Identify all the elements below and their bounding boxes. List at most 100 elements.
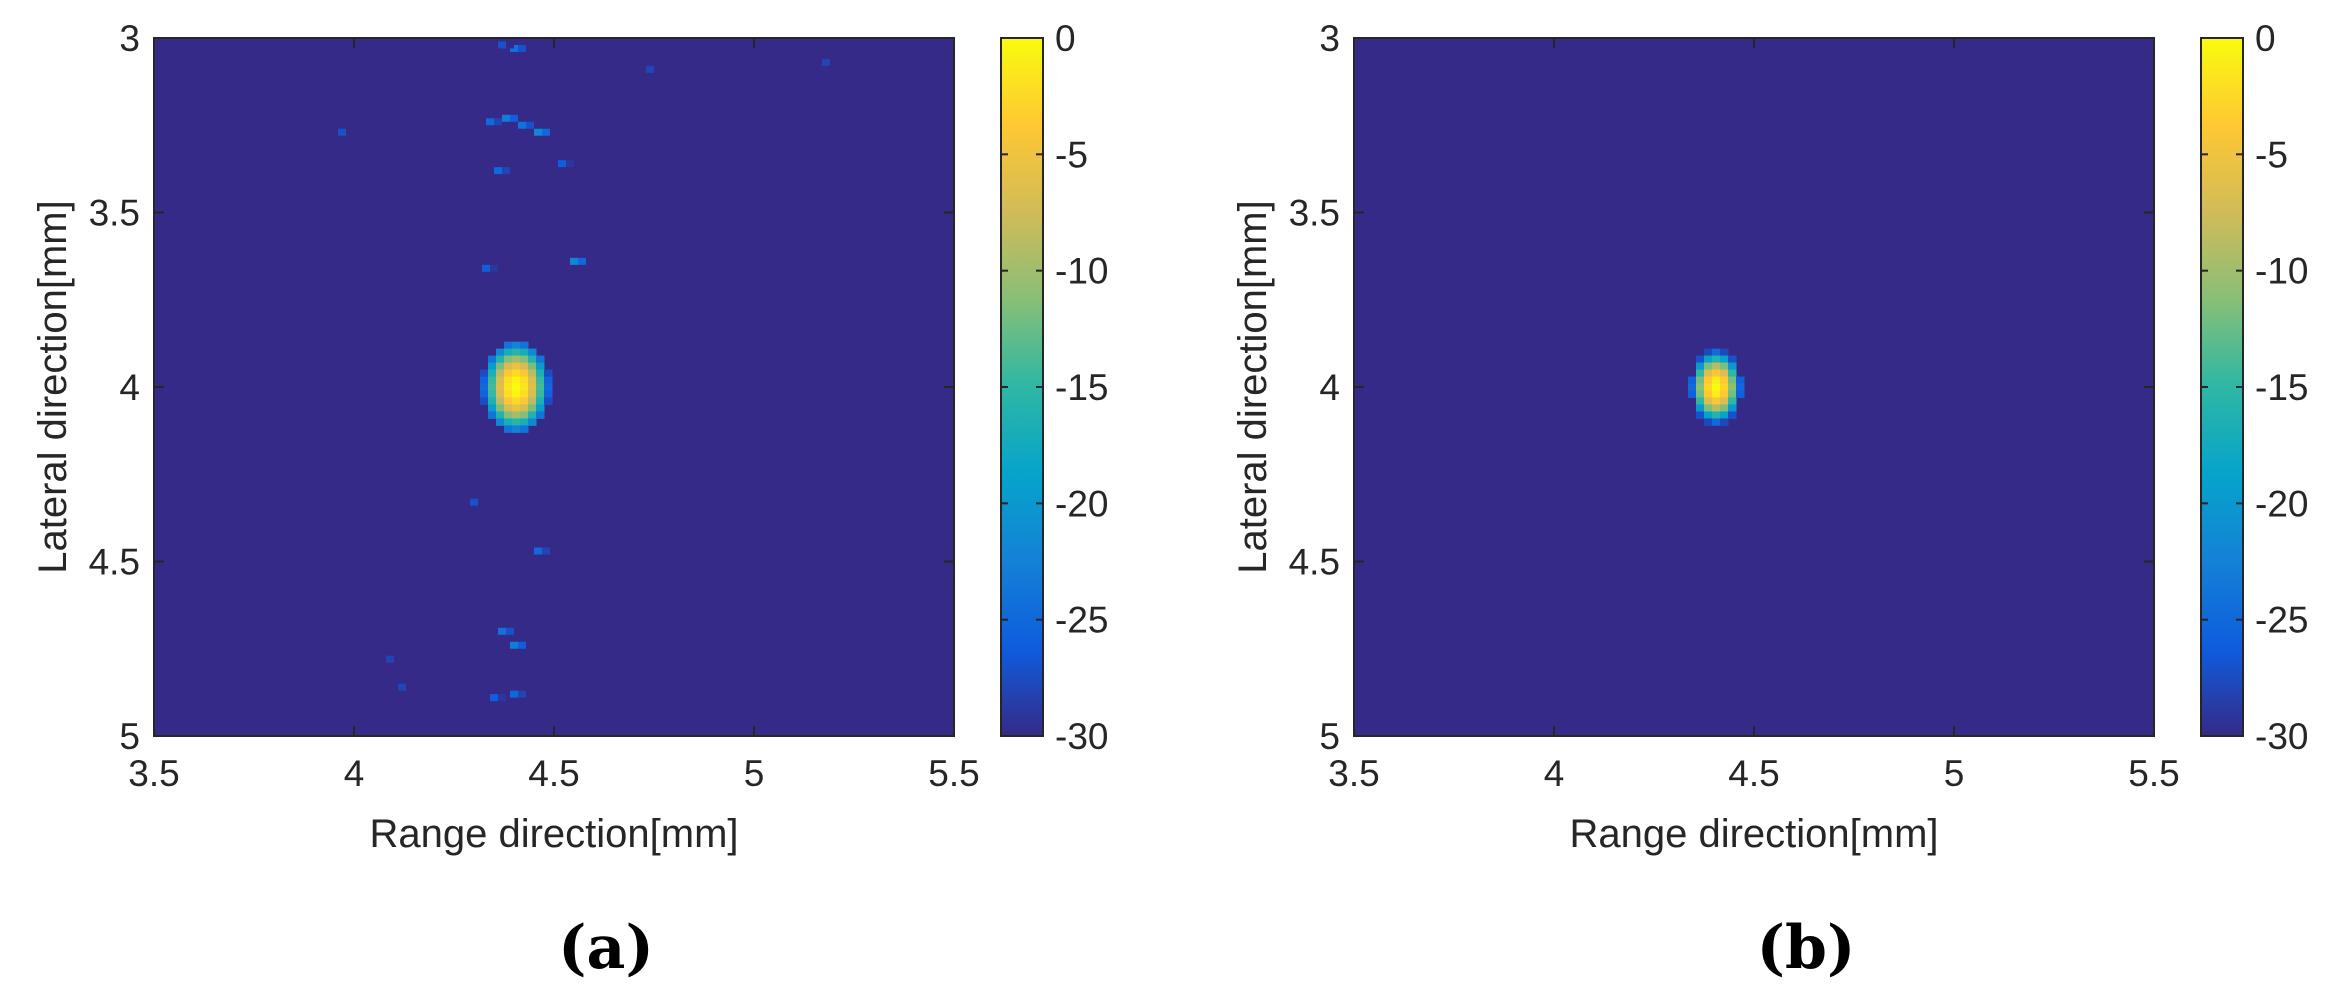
target-cell <box>528 348 537 357</box>
target-cell <box>488 369 497 378</box>
target-cell <box>536 404 545 412</box>
panel-a: 3.5 4 4.5 5 5.5 3 3.5 4 4.5 5 Range direction[mm… <box>31 18 1108 856</box>
y-tick-label: 4.5 <box>89 542 140 583</box>
colorbar-tick-label: -25 <box>1055 600 1108 641</box>
target-cell <box>488 376 497 385</box>
colorbar-tick-label: -15 <box>2255 367 2308 408</box>
target-cell <box>480 376 489 385</box>
clutter-cell <box>482 264 490 272</box>
target-cell <box>528 383 537 391</box>
clutter-cell <box>526 121 534 129</box>
target-cell <box>1712 390 1721 398</box>
target-cell <box>520 404 529 412</box>
target-cell <box>544 397 553 405</box>
target-cell <box>504 355 513 364</box>
y-tick-label: 5 <box>119 716 140 757</box>
clutter-cell <box>510 114 518 122</box>
target-cell <box>1712 369 1721 378</box>
target-cell <box>520 376 529 385</box>
clutter-cell <box>490 264 498 272</box>
target-cell <box>496 383 505 391</box>
y-tick-label: 3 <box>1319 18 1340 59</box>
target-cell <box>1712 348 1721 357</box>
target-cell <box>536 376 545 385</box>
y-ticks-b: 3 3.5 4 4.5 5 <box>1289 18 2154 757</box>
target-cell <box>528 404 537 412</box>
target-cell <box>496 355 505 364</box>
target-cell <box>504 390 513 398</box>
clutter-cell <box>534 128 542 136</box>
target-cell <box>504 341 513 350</box>
y-tick-label: 4.5 <box>1289 542 1340 583</box>
target-cell <box>528 355 537 364</box>
clutter-cell <box>506 627 514 635</box>
target-cell <box>504 397 513 405</box>
y-ticks-a: 3 3.5 4 4.5 5 <box>89 18 954 757</box>
target-cell <box>512 341 521 350</box>
target-cell <box>544 369 553 378</box>
target-cell <box>536 362 545 371</box>
clutter-cell <box>406 683 414 691</box>
y-tick-label: 3 <box>119 18 140 59</box>
clutter-cell <box>470 498 478 506</box>
target-cell <box>512 383 521 391</box>
heatmap-background <box>154 38 954 736</box>
y-tick-label: 4 <box>1319 367 1340 408</box>
target-cell <box>1712 383 1721 391</box>
target-cell <box>1728 397 1737 405</box>
target-cell <box>520 383 529 391</box>
colorbar-tick-label: -5 <box>2255 134 2288 175</box>
x-axis-label-b: Range direction[mm] <box>1569 812 1938 856</box>
target-cell <box>496 404 505 412</box>
clutter-cell <box>338 128 346 136</box>
target-cell <box>528 397 537 405</box>
target-cell <box>1696 355 1705 364</box>
clutter-cell <box>486 118 494 126</box>
x-tick-label: 4.5 <box>1728 753 1779 794</box>
clutter-cell <box>502 114 510 122</box>
panel-b: 3.5 4 4.5 5 5.5 3 3.5 4 4.5 5 Range direction[mm… <box>1231 18 2308 856</box>
y-tick-label: 5 <box>1319 716 1340 757</box>
target-cell <box>1720 383 1729 391</box>
clutter-cell <box>822 58 830 66</box>
target-cell <box>520 369 529 378</box>
target-cell <box>520 411 529 419</box>
target-cell <box>1728 369 1737 378</box>
target-cell <box>1720 355 1729 364</box>
target-cell <box>512 369 521 378</box>
target-cell <box>1720 369 1729 378</box>
target-cell <box>1720 362 1729 371</box>
target-cell <box>504 369 513 378</box>
panel-caption-b: (b) <box>1756 913 1856 983</box>
target-cell <box>496 369 505 378</box>
clutter-cell <box>518 690 526 698</box>
target-cell <box>1696 390 1705 398</box>
target-cell <box>1704 362 1713 371</box>
heatmap-background <box>1354 38 2154 736</box>
x-tick-label: 3.5 <box>128 753 179 794</box>
clutter-cell <box>578 257 586 265</box>
target-cell <box>520 355 529 364</box>
clutter-cell <box>346 128 354 136</box>
colorbar-tick-label: -10 <box>2255 251 2308 292</box>
x-tick-label: 3.5 <box>1328 753 1379 794</box>
target-cell <box>520 425 529 433</box>
target-cell <box>488 390 497 398</box>
target-cell <box>1712 362 1721 371</box>
colorbar-tick-label: -5 <box>1055 134 1088 175</box>
target-cell <box>1704 418 1713 426</box>
clutter-cell <box>542 547 550 555</box>
target-cell <box>1720 348 1729 357</box>
target-cell <box>1696 383 1705 391</box>
target-cell <box>528 362 537 371</box>
target-cell <box>480 383 489 391</box>
target-cell <box>1696 411 1705 419</box>
colorbar-ticks-b: 0 -5 -10 -15 -20 -25 -30 <box>2201 18 2308 757</box>
target-cell <box>512 362 521 371</box>
clutter-cell <box>494 167 502 175</box>
target-cell <box>504 376 513 385</box>
y-tick-label: 3.5 <box>1289 193 1340 234</box>
clutter-cell <box>534 547 542 555</box>
clutter-cell <box>502 167 510 175</box>
clutter-cell <box>542 128 550 136</box>
